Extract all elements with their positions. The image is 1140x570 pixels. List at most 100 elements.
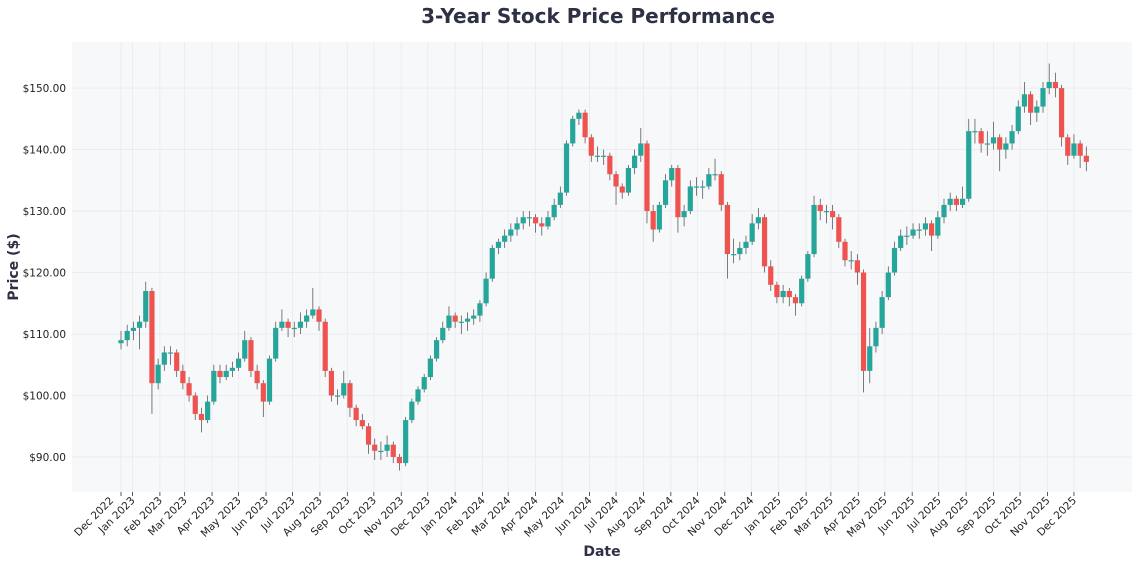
candle (1003, 137, 1009, 159)
candle-body (266, 358, 273, 402)
candle (984, 131, 990, 156)
candle (217, 364, 223, 384)
candle (768, 260, 774, 291)
candle-body (458, 321, 464, 323)
candle-body (285, 321, 291, 328)
candle (792, 294, 799, 316)
candle (297, 312, 304, 335)
candle (316, 306, 322, 331)
candle (563, 140, 570, 196)
candle-body (1034, 106, 1040, 113)
candle (310, 287, 316, 319)
candle-body (242, 340, 248, 359)
candle (223, 364, 229, 381)
candle (873, 321, 879, 353)
candle-body (922, 223, 929, 230)
candle (464, 312, 471, 331)
y-axis-label: Price ($) (6, 233, 22, 300)
candle (842, 238, 848, 267)
candle-body (279, 321, 285, 328)
candle (347, 380, 353, 417)
candle-body (1077, 143, 1083, 156)
candle-body (916, 229, 922, 231)
candle (211, 364, 217, 405)
candle-body (687, 186, 693, 212)
candle (1058, 85, 1065, 147)
candle-body (860, 272, 867, 371)
candle-body (799, 278, 805, 304)
candle-body (1040, 88, 1046, 107)
candle (514, 217, 520, 236)
candle-body (929, 223, 935, 236)
candle-body (136, 321, 143, 328)
candle (990, 121, 997, 150)
candle (248, 337, 254, 378)
candle (854, 254, 860, 285)
candle-body (1021, 94, 1028, 107)
candle-body (464, 318, 471, 322)
candle (118, 330, 124, 350)
candle (130, 321, 136, 341)
candle-body (563, 143, 570, 193)
candle-body (551, 204, 557, 218)
candle-body (823, 211, 830, 213)
candle-body (341, 383, 347, 396)
candle (384, 435, 390, 457)
y-tick-label: $140.00 (23, 145, 66, 157)
candle (941, 198, 947, 224)
candle (508, 223, 514, 242)
candle-body (693, 186, 700, 188)
candle (904, 226, 910, 245)
candle (266, 355, 273, 405)
candle-body (514, 223, 520, 230)
candle (625, 164, 632, 196)
candle (848, 251, 854, 270)
candle (966, 118, 972, 202)
candle-body (1071, 143, 1077, 156)
candle-body (477, 303, 483, 316)
candle-body (347, 383, 353, 408)
candle-body (718, 174, 724, 205)
candle (910, 223, 916, 239)
candle-body (211, 370, 217, 402)
candle-body (471, 315, 477, 319)
candle (359, 413, 365, 430)
candle (1077, 140, 1083, 169)
candle (495, 238, 502, 255)
candle (229, 361, 235, 378)
candle (254, 364, 260, 390)
candle (124, 324, 130, 347)
candle-body (669, 168, 675, 181)
candle (594, 146, 601, 162)
candle (978, 128, 984, 153)
candle-body (582, 112, 588, 138)
candle (947, 192, 953, 212)
candle-body (594, 155, 601, 157)
candle-body (297, 321, 304, 328)
candle (489, 244, 495, 282)
candle (304, 309, 310, 328)
candle (1015, 100, 1021, 135)
candle (669, 164, 675, 187)
candle (823, 204, 830, 224)
candle-body (613, 174, 619, 187)
candle-body (248, 340, 254, 371)
candle-body (415, 389, 421, 402)
candle-body (1009, 131, 1015, 144)
candle (1009, 124, 1015, 150)
candle (143, 281, 149, 328)
candle-body (743, 241, 749, 248)
candle (718, 171, 724, 212)
candle-body (941, 204, 947, 218)
candle (731, 238, 737, 264)
candle (186, 377, 192, 402)
candles (118, 63, 1089, 471)
candle (706, 168, 712, 190)
candle (817, 198, 823, 221)
candle-body (1083, 155, 1089, 162)
candle (644, 140, 650, 224)
candle (1052, 72, 1058, 98)
y-tick-label: $100.00 (23, 390, 66, 402)
candle (396, 453, 403, 471)
